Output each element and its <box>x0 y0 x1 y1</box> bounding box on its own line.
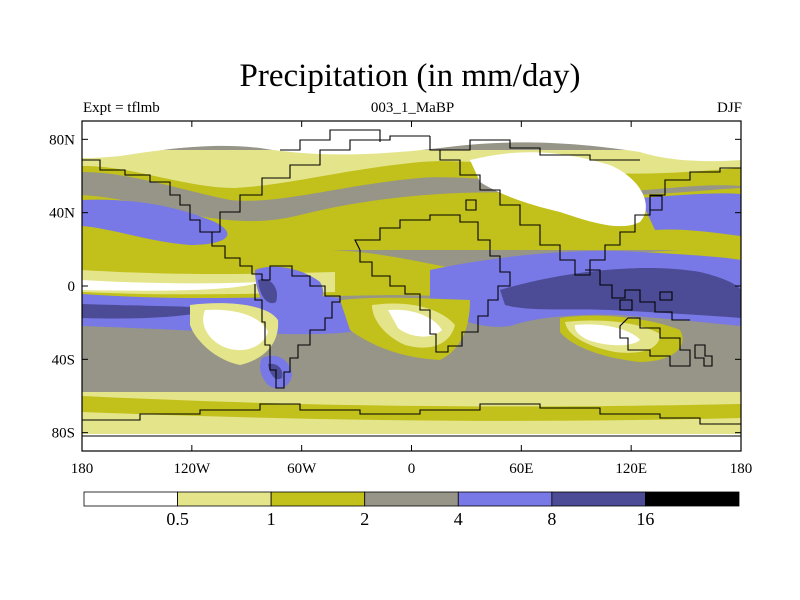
x-tick-label: 180 <box>730 461 753 477</box>
x-tick-label: 120W <box>173 461 211 477</box>
precip-band <box>470 152 646 227</box>
precip-band <box>82 304 215 319</box>
colorbar: 0.5 1 2 4 8 16 <box>83 491 740 529</box>
colorbar-swatch <box>270 491 366 507</box>
colorbar-label: 4 <box>454 509 463 529</box>
y-tick-label: 0 <box>68 279 76 295</box>
precip-band <box>388 309 442 337</box>
y-tick-label: 40N <box>49 206 75 222</box>
colorbar-label: 1 <box>267 509 276 529</box>
time-label: 003_1_MaBP <box>370 100 455 116</box>
colorbar-swatch <box>551 491 646 507</box>
precip-band <box>203 309 268 351</box>
season-label: DJF <box>716 100 742 116</box>
x-tick-label: 0 <box>408 461 416 477</box>
colorbar-swatch <box>83 491 178 507</box>
precip-band <box>640 193 741 236</box>
precip-band <box>82 396 741 421</box>
colorbar-swatch <box>364 491 459 507</box>
latitude-axis: 80N 40N 0 40S 80S <box>49 132 741 442</box>
precip-band <box>255 266 324 322</box>
precip-band <box>574 324 640 346</box>
map-field <box>82 121 741 451</box>
colorbar-label: 8 <box>547 509 556 529</box>
precip-band <box>500 268 741 318</box>
colorbar-label: 2 <box>360 509 369 529</box>
y-tick-label: 80S <box>52 426 75 442</box>
x-tick-label: 60W <box>287 461 317 477</box>
colorbar-label: 0.5 <box>166 509 189 529</box>
colorbar-swatch <box>177 491 272 507</box>
colorbar-label: 16 <box>636 509 654 529</box>
x-tick-label: 180 <box>71 461 94 477</box>
experiment-label: Expt = tflmb <box>83 100 160 116</box>
colorbar-swatch <box>457 491 553 507</box>
y-tick-label: 80N <box>49 132 75 148</box>
precip-band <box>82 199 228 245</box>
precip-band <box>82 434 741 451</box>
longitude-axis: 180 120W 60W 0 60E 120E 180 <box>71 121 753 477</box>
precip-band <box>82 280 260 291</box>
precip-band <box>268 363 283 380</box>
precip-band <box>258 279 278 304</box>
map-title: Precipitation (in mm/day) <box>239 58 581 94</box>
x-tick-label: 120E <box>615 461 647 477</box>
coastlines <box>82 129 741 437</box>
x-tick-label: 60E <box>509 461 533 477</box>
y-tick-label: 40S <box>52 352 75 368</box>
colorbar-swatch <box>645 491 740 507</box>
precip-band <box>82 121 741 162</box>
